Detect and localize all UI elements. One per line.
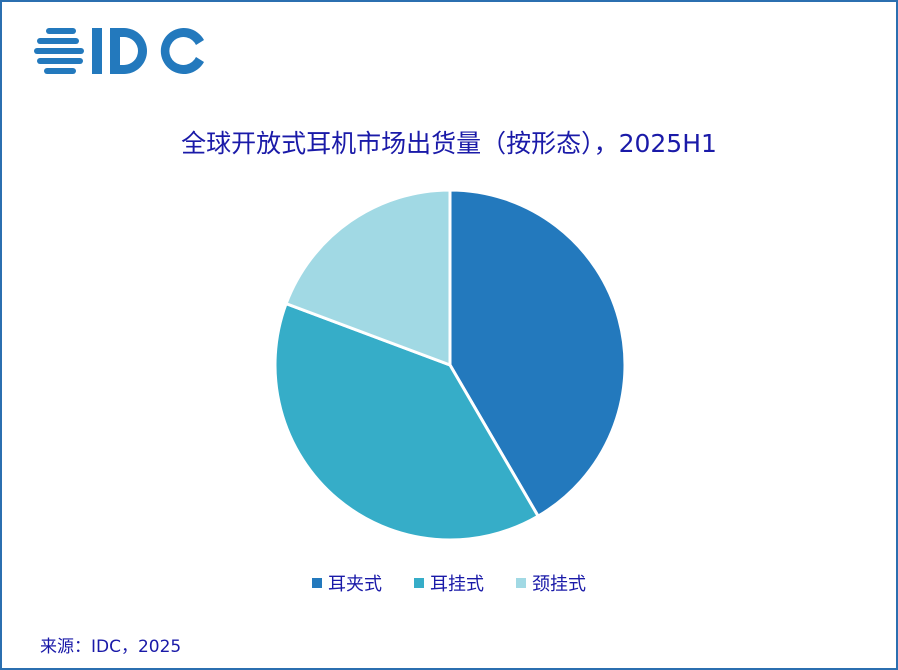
legend-swatch [516, 578, 526, 588]
pie-slice-2 [273, 301, 541, 542]
legend-item: 耳挂式 [414, 570, 484, 596]
chart-title: 全球开放式耳机市场出货量（按形态），2025H1 [181, 129, 717, 158]
pie-slice-1 [448, 188, 627, 519]
legend-swatch [312, 578, 322, 588]
idc-logo [34, 28, 204, 75]
legend-label: 颈挂式 [532, 574, 586, 595]
legend-item: 耳夹式 [312, 570, 382, 596]
source-note: 来源：IDC，2025 [40, 637, 182, 657]
legend-label: 耳挂式 [430, 574, 484, 595]
legend-item: 颈挂式 [516, 570, 586, 596]
legend: 耳夹式 耳挂式 颈挂式 [0, 570, 898, 596]
legend-label: 耳夹式 [328, 574, 382, 595]
pie-slice-3 [284, 188, 452, 368]
legend-swatch [414, 578, 424, 588]
